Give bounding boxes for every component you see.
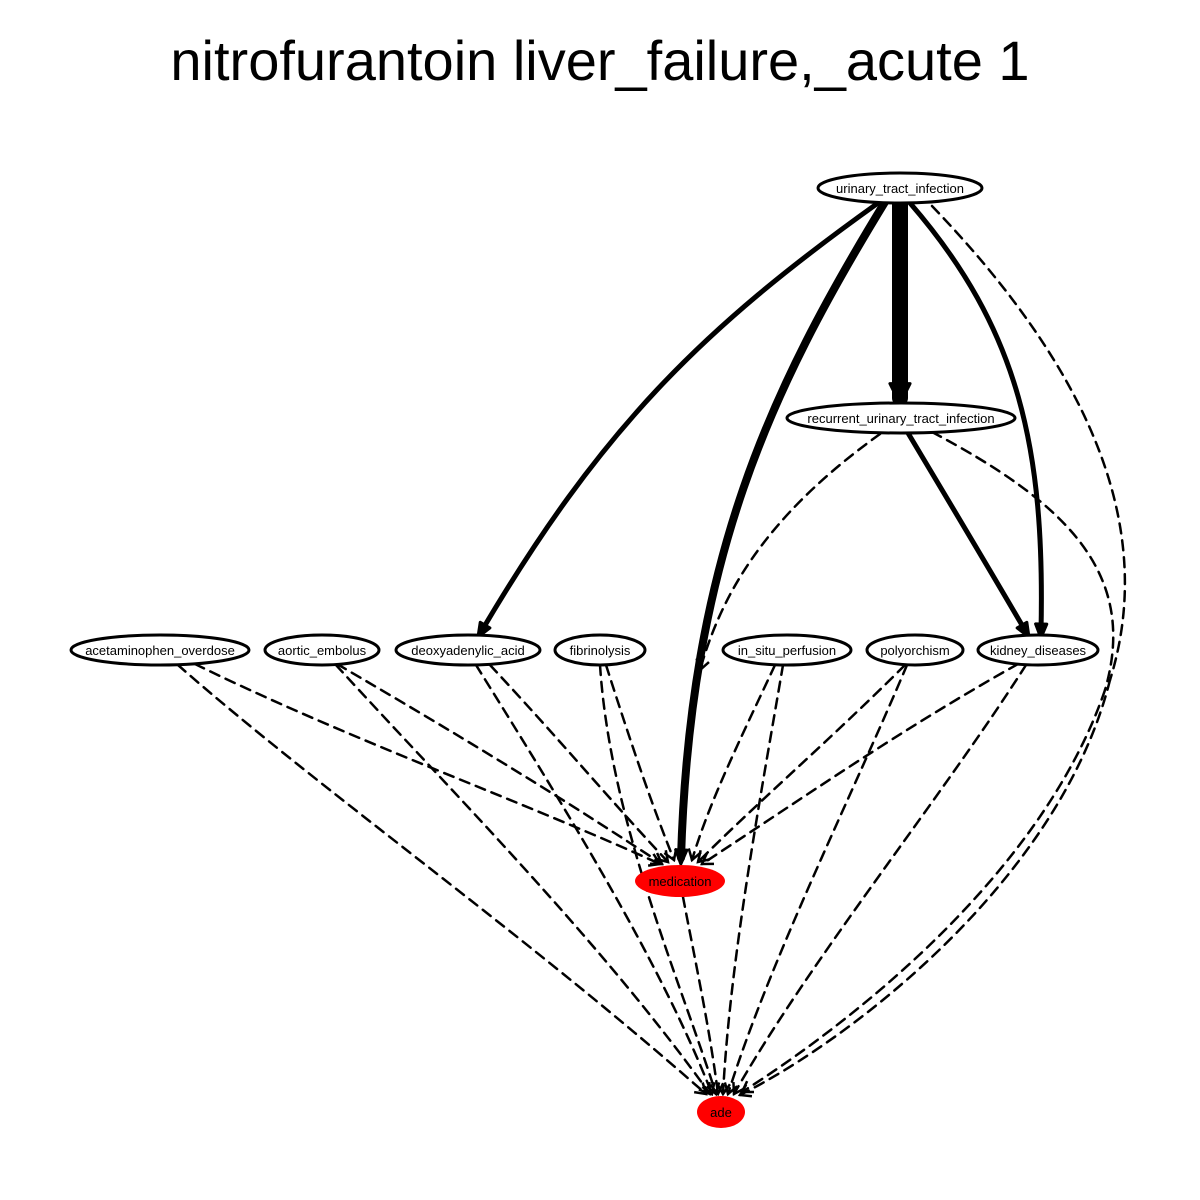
node-aortic: aortic_embolus [263, 633, 381, 667]
edge-uti-to-ade [930, 204, 1127, 682]
edge-kidney-to-med-arrowhead [700, 852, 715, 866]
edge-insitu-to-med [690, 663, 777, 862]
node-ruti-label: recurrent_urinary_tract_infection [807, 411, 994, 426]
edge-uti-to-ade-part2 [738, 678, 1112, 1097]
edge-kidney-to-ade [732, 663, 1028, 1096]
edge-ruti-to-ade-part2 [740, 688, 1107, 1094]
edge-uti-to-kidney-arrowhead [1034, 622, 1049, 640]
edge-uti-to-ruti-arrowhead [888, 382, 912, 406]
node-fibrino-label: fibrinolysis [570, 643, 631, 658]
edge-polyor-to-med-arrowhead [696, 850, 710, 864]
edge-aortic-to-med [335, 662, 664, 866]
node-fibrino-ellipse [553, 633, 647, 667]
node-deoxy: deoxyadenylic_acid [394, 633, 542, 667]
node-ade-label: ade [710, 1105, 732, 1120]
edge-insitu-to-med-arrowhead [687, 848, 702, 863]
edge-ruti-to-ade-part2-arrowhead [740, 1080, 755, 1094]
edges-layer [176, 192, 1127, 1098]
diagram-title: nitrofurantoin liver_failure,_acute 1 [170, 29, 1030, 92]
node-med: medication [635, 865, 725, 897]
node-kidney-label: kidney_diseases [990, 643, 1087, 658]
node-aortic-ellipse [263, 633, 381, 667]
edge-insitu-to-ade-arrowhead [716, 1082, 731, 1097]
edge-deoxy-to-ade-arrowhead [701, 1081, 716, 1097]
node-aceta: acetaminophen_overdose [69, 633, 251, 667]
node-fibrino: fibrinolysis [553, 633, 647, 667]
nodes-layer: urinary_tract_infection recurrent_urinary… [69, 171, 1100, 1128]
node-ruti-ellipse [785, 401, 1017, 435]
edge-uti-to-kidney [907, 200, 1044, 635]
edge-med-to-ade-arrowhead [709, 1082, 725, 1097]
node-med-ellipse [635, 865, 725, 897]
edge-kidney-to-med [700, 662, 1020, 866]
node-kidney: kidney_diseases [976, 633, 1100, 667]
node-uti-ellipse [816, 171, 984, 205]
node-ade-ellipse [697, 1096, 745, 1128]
edge-kidney-to-ade-arrowhead [732, 1081, 746, 1097]
node-aceta-label: acetaminophen_overdose [85, 643, 235, 658]
edge-aortic-to-ade [334, 663, 712, 1096]
node-ruti: recurrent_urinary_tract_infection [785, 401, 1017, 435]
node-deoxy-ellipse [394, 633, 542, 667]
node-polyor-ellipse [865, 633, 965, 667]
edge-fibrino-to-med [604, 663, 676, 862]
node-insitu-label: in_situ_perfusion [738, 643, 836, 658]
node-aceta-ellipse [69, 633, 251, 667]
edge-polyor-to-med [696, 663, 907, 864]
edge-deoxy-to-med [488, 663, 670, 864]
edge-ruti-to-med [698, 432, 882, 672]
edge-aortic-to-med-arrowhead [649, 852, 664, 866]
node-deoxy-label: deoxyadenylic_acid [411, 643, 524, 658]
edge-aceta-to-ade [176, 663, 708, 1096]
node-uti-label: urinary_tract_infection [836, 181, 964, 196]
node-kidney-ellipse [976, 633, 1100, 667]
edge-ruti-to-med-arrowhead [695, 658, 710, 673]
node-polyor-label: polyorchism [880, 643, 949, 658]
edge-uti-to-deoxy [478, 200, 881, 635]
node-uti: urinary_tract_infection [816, 171, 984, 205]
edge-aceta-to-ade-arrowhead [693, 1082, 708, 1096]
edge-uti-to-med-arrowhead [674, 848, 689, 866]
node-insitu-ellipse [721, 633, 853, 667]
edge-uti-to-deoxy-arrowhead [476, 620, 492, 639]
node-polyor: polyorchism [865, 633, 965, 667]
node-insitu: in_situ_perfusion [721, 633, 853, 667]
edge-uti-to-med [677, 198, 889, 862]
edge-polyor-to-ade [726, 663, 909, 1096]
node-med-label: medication [649, 874, 712, 889]
edge-ruti-to-ade [930, 430, 1115, 692]
edge-fibrino-to-med-arrowhead [663, 847, 678, 863]
edge-insitu-to-ade [721, 663, 785, 1096]
edge-ruti-to-kidney-arrowhead [1015, 620, 1031, 639]
edge-med-to-ade [681, 895, 720, 1096]
edge-fibrino-to-ade [598, 663, 718, 1096]
edge-ruti-to-kidney [905, 430, 1029, 635]
node-aortic-label: aortic_embolus [278, 643, 367, 658]
edge-deoxy-to-ade [474, 663, 714, 1096]
node-ade: ade [697, 1096, 745, 1128]
